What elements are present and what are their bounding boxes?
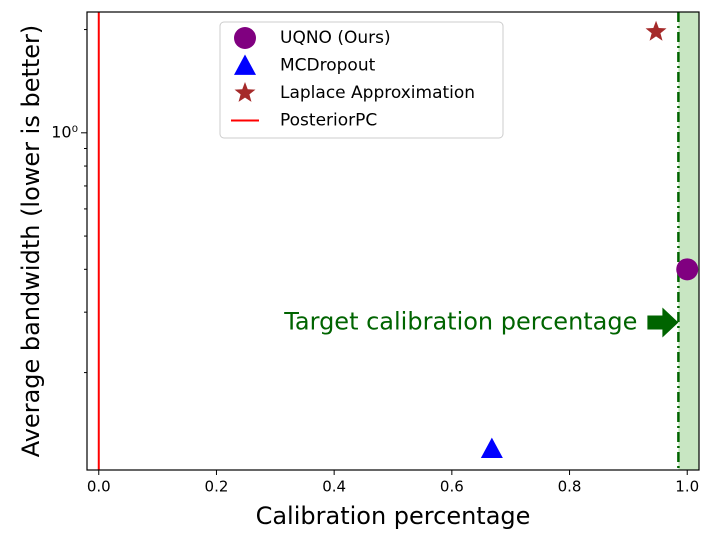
- point: [676, 258, 699, 281]
- x-tick-label: 0.6: [440, 478, 464, 496]
- legend-label: PosteriorPC: [280, 111, 377, 131]
- x-tick-label: 0.2: [205, 478, 229, 496]
- legend-swatch: [234, 82, 256, 102]
- annotation: Target calibration percentage: [283, 307, 637, 335]
- x-axis-label: Calibration percentage: [256, 502, 531, 530]
- y-axis-label: Average bandwidth (lower is better): [17, 25, 45, 458]
- legend-box: [219, 21, 504, 139]
- legend-swatch: [234, 54, 256, 75]
- legend-swatch: [234, 27, 256, 49]
- y-tick-label: 10⁰: [51, 122, 78, 141]
- point: [480, 437, 503, 459]
- plot-frame: [86, 11, 700, 471]
- legend-label: MCDropout: [280, 56, 376, 76]
- legend-label: UQNO (Ours): [280, 28, 391, 48]
- annotation-arrow: [647, 307, 679, 338]
- point: [645, 20, 667, 41]
- x-tick-label: 0.0: [87, 478, 111, 496]
- target-region: [678, 12, 699, 470]
- x-tick-label: 0.4: [322, 478, 346, 496]
- x-tick-label: 1.0: [675, 478, 699, 496]
- x-tick-label: 0.8: [558, 478, 582, 496]
- legend-label: Laplace Approximation: [280, 83, 475, 103]
